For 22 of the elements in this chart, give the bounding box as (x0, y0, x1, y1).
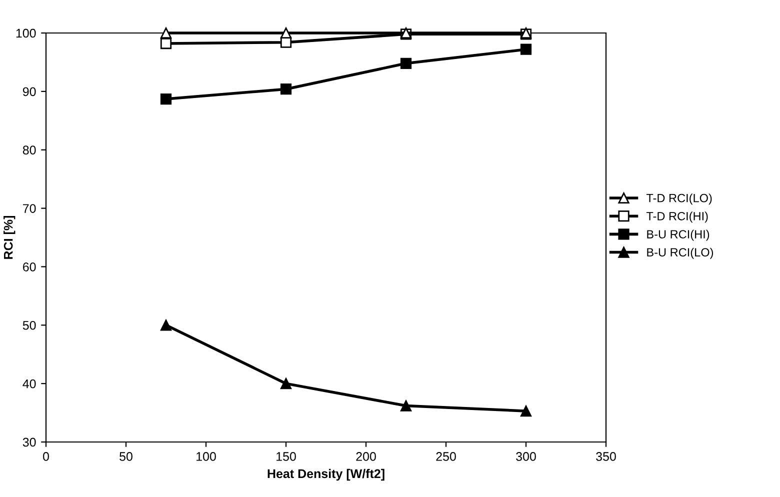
x-axis-title: Heat Density [W/ft2] (268, 468, 384, 481)
y-tick-label: 80 (22, 146, 36, 155)
legend-label: B-U RCI(HI) (647, 230, 710, 241)
y-tick-label: 30 (22, 438, 36, 447)
y-tick-label: 40 (22, 379, 36, 388)
y-tick-label: 70 (23, 204, 36, 213)
x-tick-label: 250 (436, 452, 456, 461)
y-tick-label: 100 (16, 28, 36, 38)
y-tick-label: 90 (22, 87, 36, 96)
y-axis-title: RCI [%] (4, 216, 16, 259)
x-tick-label: 150 (276, 452, 296, 461)
y-tick-label: 60 (23, 262, 36, 272)
legend-label: B-U RCI(LO) (647, 248, 714, 259)
y-tick-label: 50 (22, 320, 36, 330)
x-tick-label: 50 (120, 452, 132, 461)
x-tick-label: 300 (516, 452, 536, 461)
x-tick-label: 0 (43, 452, 49, 461)
x-tick-label: 200 (356, 452, 376, 461)
x-tick-label: 100 (196, 452, 216, 461)
x-tick-label: 350 (596, 452, 616, 461)
legend-label: T-D RCI(HI) (646, 212, 708, 223)
legend-label: T-D RCI(LO) (646, 194, 712, 205)
